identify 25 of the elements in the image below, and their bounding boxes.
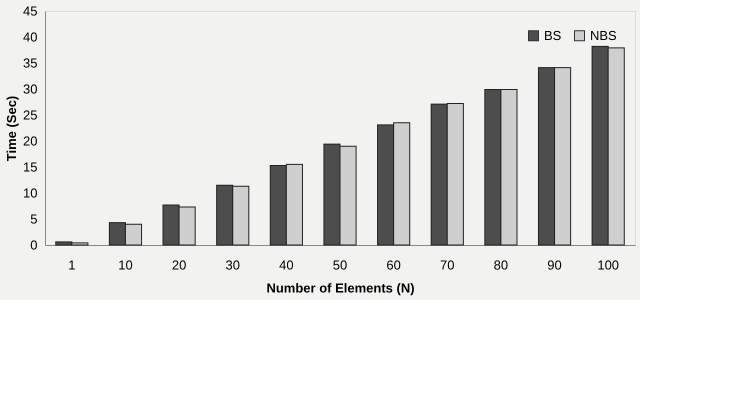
x-tick-label: 40 (279, 258, 294, 272)
legend-label: BS (544, 28, 562, 43)
y-tick-label: 20 (23, 134, 38, 148)
x-tick-label: 20 (172, 258, 186, 272)
y-tick-label: 15 (23, 160, 38, 174)
x-tick-label: 80 (494, 258, 508, 272)
x-tick-label: 90 (547, 258, 562, 272)
x-tick-label: 100 (597, 258, 620, 272)
y-tick-label: 40 (23, 30, 38, 44)
y-tick-label: 25 (23, 108, 38, 122)
x-axis-title: Number of Elements (N) (266, 280, 415, 296)
x-tick-label: 50 (332, 258, 348, 272)
y-tick-label: 30 (23, 82, 38, 96)
y-tick-label: 5 (30, 212, 38, 226)
x-tick-label: 60 (386, 258, 401, 272)
y-axis-title: Time (Sec) (4, 96, 20, 162)
y-tick-label: 45 (23, 4, 38, 18)
x-tick-label: 10 (118, 258, 133, 272)
x-tick-label: 30 (225, 258, 240, 272)
y-tick-label: 35 (23, 56, 38, 70)
x-tick-label: 70 (440, 258, 455, 272)
y-tick-label: 0 (30, 238, 38, 252)
y-tick-label: 10 (23, 186, 38, 200)
legend-label: NBS (590, 28, 618, 43)
x-tick-label: 1 (68, 258, 76, 272)
